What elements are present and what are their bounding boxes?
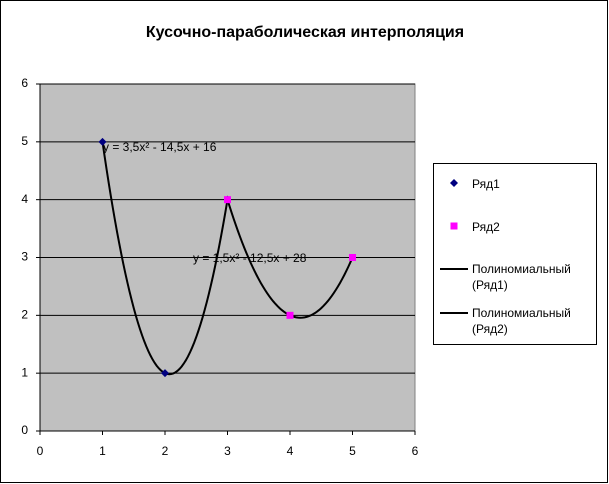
x-tick-label: 6 (412, 444, 419, 458)
y-tick-label: 4 (21, 192, 28, 206)
y-tick-label: 0 (21, 423, 28, 437)
legend-marker (450, 179, 458, 187)
legend: Ряд1 Ряд2 Полиномиальный (Ряд1) Полиномиаль… (433, 163, 597, 345)
y-tick-label: 1 (21, 365, 28, 379)
y-tick-label: 2 (21, 308, 28, 322)
legend-label: Ряд1 (472, 177, 500, 191)
x-tick-label: 2 (162, 444, 169, 458)
legend-symbol (440, 268, 468, 270)
y-tick-label: 6 (21, 76, 28, 90)
legend-marker (450, 222, 458, 230)
x-tick-label: 4 (287, 444, 294, 458)
chart-title: Кусочно-параболическая интерполяция (146, 24, 464, 41)
legend-label: Ряд2 (472, 220, 500, 234)
legend-label: Полиномиальный (Ряд2) (472, 306, 571, 336)
x-tick-label: 5 (349, 444, 356, 458)
point (98, 137, 107, 146)
point (286, 311, 294, 319)
y-tick-label: 3 (21, 250, 28, 264)
point (349, 254, 356, 261)
trendline-equation: y = 1,5x² - 12,5x + 28 (193, 251, 307, 265)
x-tick-label: 3 (224, 444, 231, 458)
point (224, 196, 231, 204)
x-tick-label: 1 (99, 444, 106, 458)
point (161, 369, 169, 378)
trendline-equation: y = 3,5x² - 14,5x + 16 (103, 140, 217, 154)
legend-symbol (450, 222, 458, 230)
legend-symbol (440, 312, 468, 314)
legend-symbol (450, 179, 458, 187)
x-tick-label: 0 (37, 444, 44, 458)
y-tick-label: 5 (21, 134, 28, 148)
legend-label: Полиномиальный (Ряд1) (472, 262, 571, 292)
